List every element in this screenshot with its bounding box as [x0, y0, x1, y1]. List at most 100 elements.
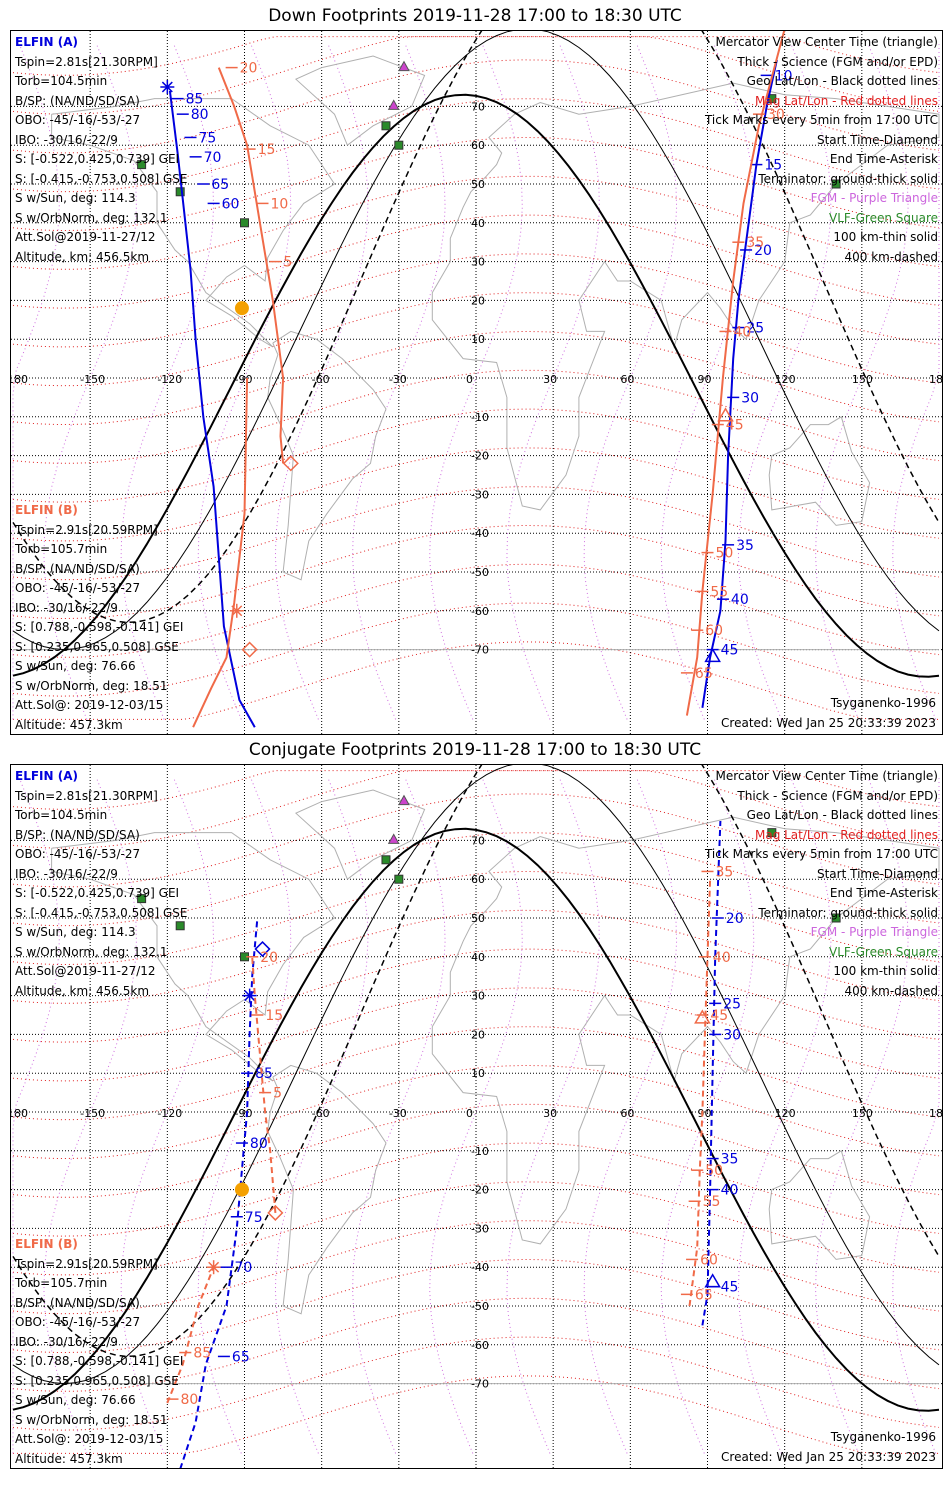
- coastline: [294, 55, 426, 146]
- lat-label: 50: [471, 178, 485, 191]
- mag-lon-line: [429, 44, 523, 720]
- elfin-a-info: ELFIN (A) Tspin=2.81s[21.30RPM] Torb=104…: [15, 767, 188, 1001]
- tick-label: 10: [775, 68, 793, 84]
- info-line: Att.Sol@: 2019-12-03/15: [15, 1432, 164, 1446]
- elfin-b-name: ELFIN (B): [15, 503, 78, 517]
- tick-label: 20: [726, 911, 744, 927]
- mag-lon-line: [12, 44, 60, 720]
- tick-label: 20: [260, 950, 278, 966]
- info-line: IBO: -30/16/-22/9: [15, 866, 118, 881]
- mag-lat-line: [13, 1375, 939, 1454]
- info-line: S w/Sun, deg: 76.66: [15, 1393, 136, 1407]
- lon-label: -120: [157, 373, 182, 386]
- info-line: S: [-0.522,0.425,0.739] GEI: [15, 886, 180, 900]
- info-line: S w/OrbNorm, deg: 18.51: [15, 1412, 168, 1427]
- end-asterisk-icon: [161, 81, 173, 93]
- fgm-triangle-icon: [398, 794, 410, 806]
- vlf-square-icon: [175, 187, 185, 197]
- tick-label: 65: [232, 1349, 250, 1365]
- info-line: Att.Sol@2019-11-27/12: [15, 230, 156, 244]
- lon-label: 90: [698, 373, 712, 386]
- tick-label: 75: [198, 130, 216, 146]
- lat-label: 70: [471, 834, 485, 847]
- start-diamond-icon: [241, 641, 258, 658]
- legend-item: Geo Lat/Lon - Black dotted lines: [746, 808, 938, 822]
- mag-lon-line: [737, 44, 832, 720]
- center-time-triangle-icon: [704, 647, 721, 663]
- info-line: OBO: -45/-16/-53/-27: [15, 1315, 141, 1329]
- tick-label: 20: [240, 61, 258, 77]
- tick-label: 35: [721, 1152, 739, 1168]
- lon-label: -150: [80, 373, 105, 386]
- legend-item: Terminator: ground-thick solid: [758, 905, 938, 920]
- vlf-square-icon: [394, 140, 404, 150]
- legend-item: FGM - Purple Triangle: [810, 925, 938, 939]
- coastline: [51, 832, 336, 1082]
- info-line: S w/OrbNorm, deg: 132.1: [15, 210, 168, 225]
- coastline: [768, 416, 871, 526]
- mag-lon-line: [660, 778, 755, 1454]
- legend-item: Tick Marks every 5min from 17:00 UTC: [704, 113, 938, 127]
- lat-label: 30: [471, 990, 485, 1003]
- tick-label: 55: [703, 1194, 721, 1210]
- elfin-a-info: ELFIN (A) Tspin=2.81s[21.30RPM] Torb=104…: [15, 33, 188, 267]
- lon-label: 120: [775, 373, 796, 386]
- info-line: Torb=104.5min: [15, 808, 108, 822]
- lat-label: -50: [471, 566, 489, 579]
- map-frame: -180 -150 -120 -90 -60 -30 0 30 60 90 120 150 180 70 6…: [10, 30, 943, 735]
- tick-label: 20: [754, 243, 772, 259]
- vlf-square-icon: [394, 874, 404, 884]
- lon-label: 60: [620, 1107, 634, 1120]
- tick-label: 35: [746, 235, 764, 251]
- legend-item: End Time-Asterisk: [829, 886, 938, 900]
- legend-item: FGM - Purple Triangle: [810, 191, 938, 205]
- coastline: [768, 1150, 871, 1260]
- mag-lon-line: [892, 778, 940, 1454]
- info-line: B/SP: (NA/ND/SD/SA): [15, 1295, 140, 1310]
- legend-item: Start Time-Diamond: [816, 132, 938, 147]
- center-time-triangle-icon: [704, 1273, 721, 1288]
- mercator-map: -180 -150 -120 -90 -60 -30 0 30 60 90 120 150 180 70 6…: [11, 31, 942, 734]
- lat-label: -60: [471, 1339, 489, 1352]
- legend-item: 400 km-dashed: [844, 249, 938, 264]
- mag-lon-line: [43, 44, 137, 720]
- tick-label: 30: [741, 390, 759, 406]
- lat-label: -10: [471, 1145, 489, 1158]
- end-asterisk-icon: [244, 990, 256, 1002]
- mag-lon-line: [583, 778, 678, 1454]
- legend-item: Terminator: ground-thick solid: [758, 171, 938, 186]
- legend-item: Mag Lat/Lon - Red dotted lines: [754, 93, 938, 108]
- mag-lat-line: [12, 36, 940, 76]
- lon-label: 150: [852, 1107, 873, 1120]
- lat-label: -20: [471, 450, 489, 463]
- vlf-square-icon: [240, 218, 249, 228]
- mag-lon-line: [737, 778, 832, 1454]
- tick-label: 15: [764, 158, 782, 174]
- end-asterisk-icon: [208, 1261, 220, 1273]
- info-line: IBO: -30/16/-22/9: [15, 132, 118, 147]
- lon-label: -150: [80, 1107, 105, 1120]
- mag-lon-line: [197, 44, 292, 720]
- info-line: Altitude: 457.3km: [15, 717, 123, 732]
- mercator-map: -180 -150 -120 -90 -60 -30 0 30 60 90 120 150 180 70 6…: [11, 765, 942, 1468]
- vlf-square-icon: [381, 121, 391, 131]
- lon-label: 90: [698, 1107, 712, 1120]
- mag-lat-line: [13, 641, 939, 720]
- vlf-square-icon: [767, 828, 777, 838]
- mag-lon-line: [197, 778, 292, 1454]
- tick-label: 85: [255, 1066, 273, 1082]
- model-label: Tsyganenko-1996: [830, 1430, 936, 1444]
- tick-label: 15: [258, 142, 276, 158]
- terminator-ground: [12, 93, 940, 678]
- start-diamond-icon: [282, 455, 299, 472]
- vlf-square-icon: [175, 921, 185, 931]
- lat-label: 20: [471, 294, 485, 307]
- legend-item: VLF-Green Square: [829, 210, 938, 225]
- info-line: Altitude, km: 456.5km: [15, 983, 150, 998]
- legend-item: End Time-Asterisk: [829, 152, 938, 166]
- elfin-b-info: ELFIN (B) Tspin=2.91s[20.59RPM] Torb=105…: [15, 501, 183, 734]
- vlf-square-icon: [381, 855, 391, 865]
- info-line: S: [0.235,0.965,0.508] GSE: [15, 1373, 179, 1388]
- legend-item: VLF-Green Square: [829, 944, 938, 959]
- footprint-track: [192, 377, 249, 728]
